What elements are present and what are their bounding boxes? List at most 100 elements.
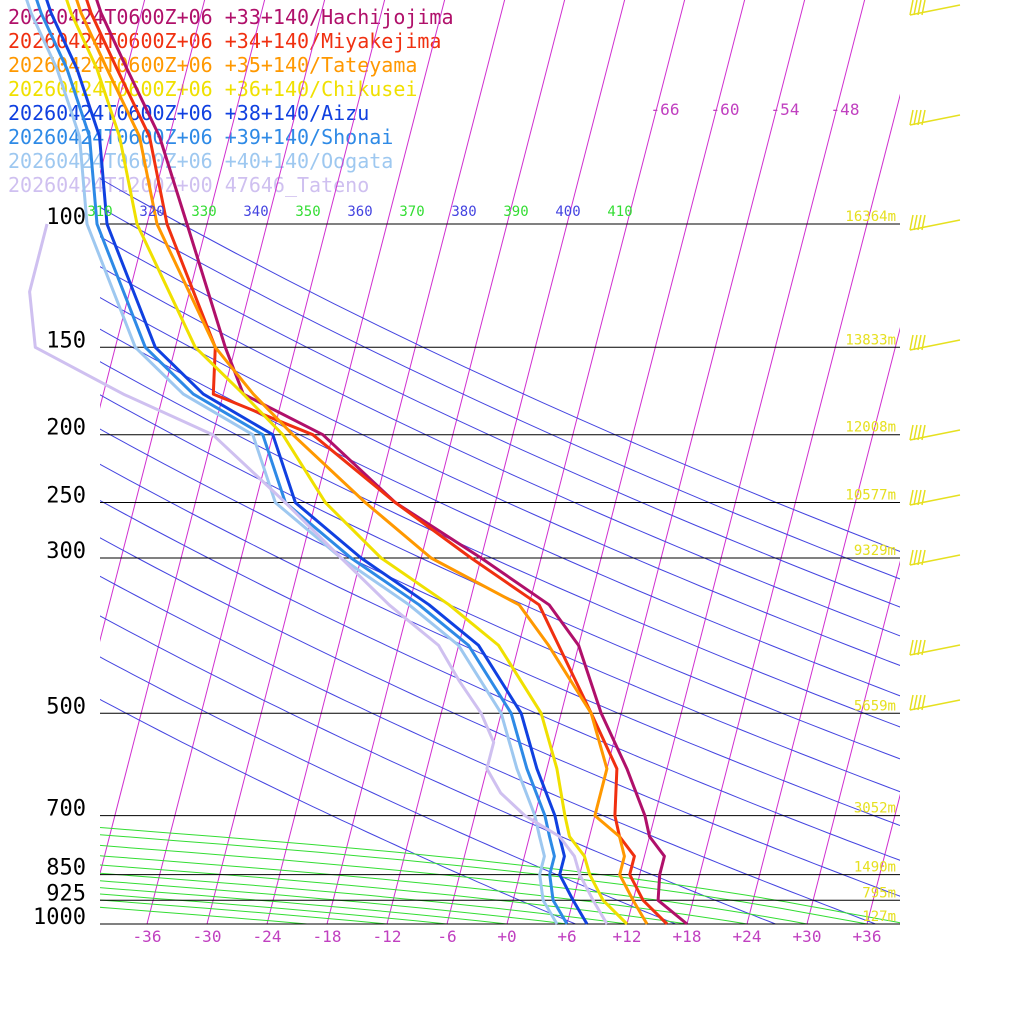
temperature-tick-label: -36 [133,927,162,946]
dry-adiabat [100,463,900,827]
height-label: 127m [862,909,896,925]
theta-label: 410 [607,204,632,220]
isotherm [866,793,900,924]
temperature-tick-label: -18 [313,927,342,946]
moist-adiabat [100,872,628,924]
theta-label: 310 [87,204,112,220]
isotherm [100,0,146,176]
pressure-label: 925 [46,881,86,906]
temperature-tick-label: +36 [853,927,882,946]
wind-barb [909,214,961,231]
isotherm [927,0,1024,924]
height-label: 13833m [845,332,896,348]
profile-line [45,0,589,925]
profile-line [75,0,649,925]
isotherm-label: -66 [651,100,680,119]
pressure-label: 200 [46,416,86,441]
profile-line [95,0,688,926]
pressure-label: 1000 [33,905,86,930]
temperature-tick-label: -30 [193,927,222,946]
height-label: 795m [862,885,896,901]
legend-entry: 20260424T0600Z+06 +40+140/Oogata [8,149,393,173]
isotherm [100,0,206,409]
theta-label: 320 [139,204,164,220]
theta-label: 390 [503,204,528,220]
isotherm [506,0,746,924]
temperature-tick-label: -6 [437,927,456,946]
wind-barb [909,549,961,566]
legend-entry: 20260424T0600Z+06 +39+140/Shonai [8,125,393,149]
moist-adiabat [100,827,900,924]
theta-label: 380 [451,204,476,220]
isotherm [626,0,866,924]
isotherm [686,93,900,924]
isotherm [146,0,386,924]
isotherm-lines [0,0,1024,924]
temperature-tick-label: +12 [613,927,642,946]
theta-label: 350 [295,204,320,220]
moist-adiabat [100,834,868,924]
isotherm [100,0,326,876]
theta-label: 340 [243,204,268,220]
isotherm [987,0,1024,924]
height-label: 3052m [854,801,896,817]
dry-adiabat [100,575,877,924]
temperature-tick-label: -24 [253,927,282,946]
wind-barb [909,639,961,656]
isotherm-label: -60 [711,100,740,119]
wind-barb [909,424,961,441]
wind-barb [909,109,961,126]
isotherm [566,0,806,924]
profile-line [35,0,569,925]
wind-barb [909,694,961,711]
temperature-tick-label: +24 [733,927,762,946]
isotherm [746,326,900,924]
profile-line [25,0,559,925]
isotherm [386,0,626,924]
wind-barb [909,334,961,351]
isotherm [0,0,1,924]
legend-entry: 20260424T0600Z+06 +33+140/Hachijojima [8,5,454,29]
isotherm [326,0,566,924]
pressure-label: 100 [46,205,86,230]
theta-label: 400 [555,204,580,220]
isobar-lines [100,223,900,925]
legend-entry: 20260424T1200Z+00 47646_Tateno [8,173,369,197]
legend-entry: 20260424T0600Z+06 +38+140/Aizu [8,101,369,125]
temperature-tick-label: +0 [497,927,516,946]
dry-adiabat [100,656,677,924]
height-label: 5659m [854,698,896,714]
isotherm-label: -54 [771,100,800,119]
moist-adiabat [100,855,748,924]
temperature-tick-label: +18 [673,927,702,946]
temperature-tick-label: -12 [373,927,402,946]
pressure-label: 250 [46,484,86,509]
isotherm [806,560,900,924]
height-label: 9329m [854,543,896,559]
pressure-label: 850 [46,856,86,881]
profile-line [28,223,609,925]
pressure-label: 700 [46,797,86,822]
moist-adiabat [100,844,808,924]
pressure-label: 300 [46,539,86,564]
wind-barb [909,0,961,16]
isotherm [446,0,686,924]
height-label: 10577m [845,488,896,504]
height-label: 1490m [854,860,896,876]
theta-label: 370 [399,204,424,220]
sounding-profiles [25,0,688,926]
wind-barb [909,489,961,506]
isotherm [100,0,266,643]
profile-line [65,0,629,926]
legend: 20260424T0600Z+06 +33+140/Hachijojima 202… [8,5,454,197]
pressure-label: 150 [46,328,86,353]
pressure-label: 500 [46,694,86,719]
temperature-tick-label: +6 [557,927,576,946]
moist-adiabat [100,864,688,924]
isotherm-label: -48 [831,100,860,119]
dry-adiabat [100,698,577,924]
axis-labels: 100 16364m 150 13833m 200 12008m 250 10577m 300 9… [33,100,896,946]
theta-label: 330 [191,204,216,220]
isotherm [266,0,506,924]
